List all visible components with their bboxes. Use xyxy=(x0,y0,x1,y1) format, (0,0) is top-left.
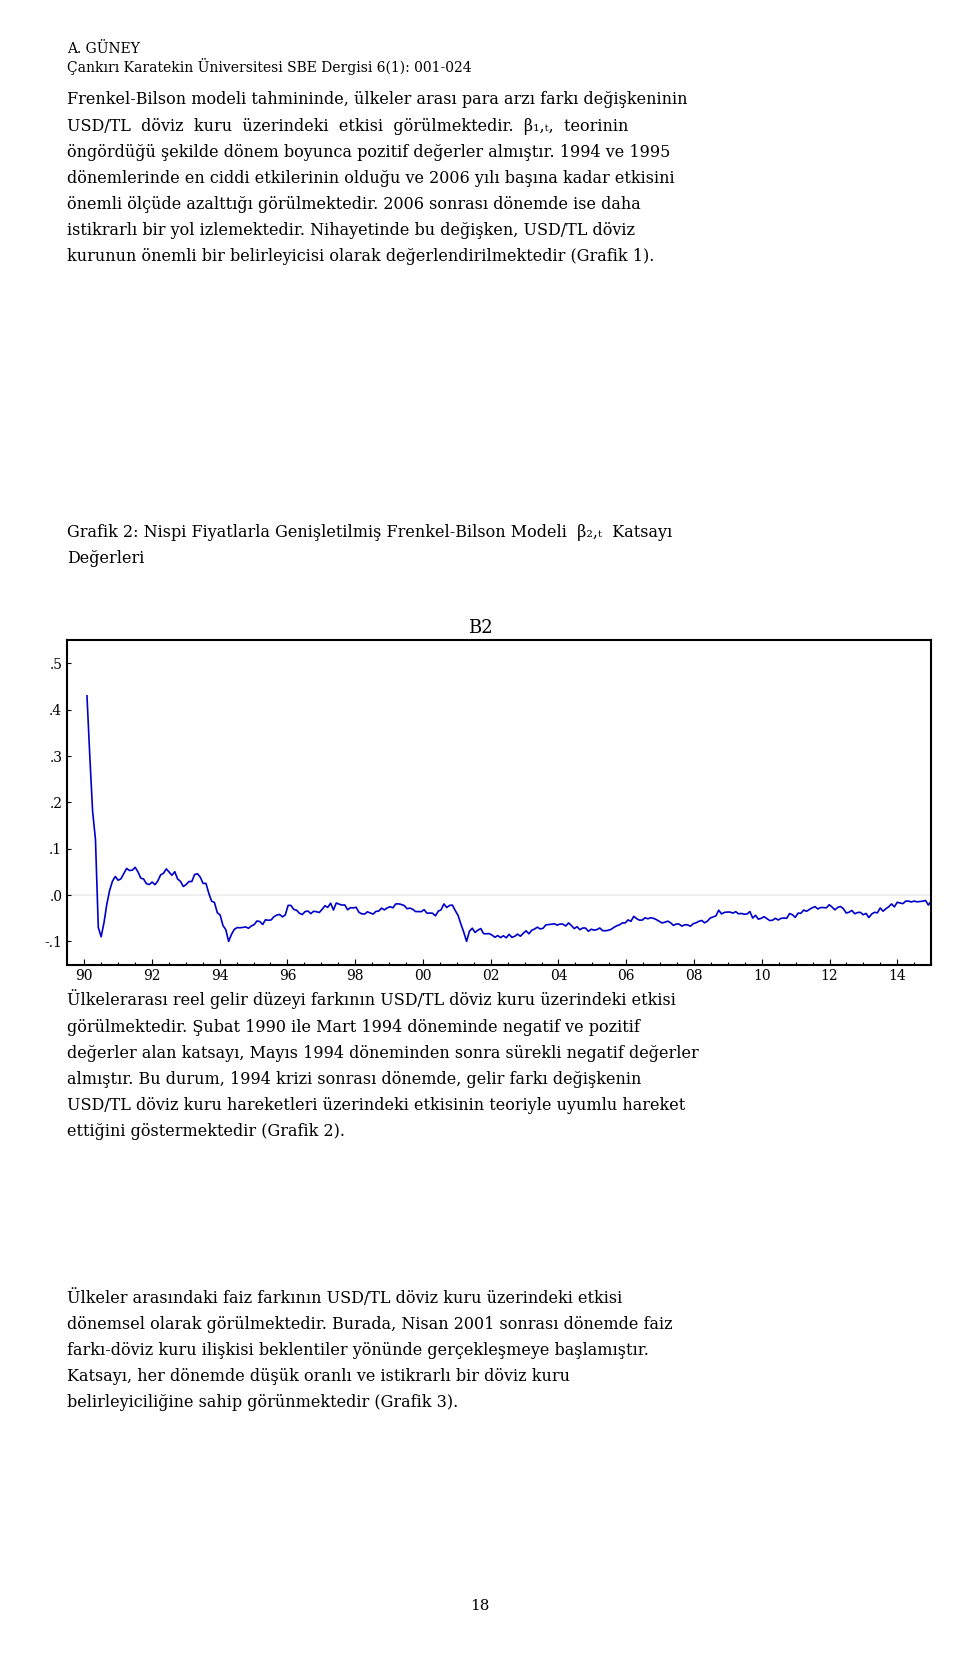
Text: Grafik 2: Nispi Fiyatlarla Genişletilmiş Frenkel-Bilson Modeli  β₂,ₜ  Katsayı
De: Grafik 2: Nispi Fiyatlarla Genişletilmiş… xyxy=(67,524,672,567)
Text: 18: 18 xyxy=(470,1600,490,1613)
Text: Çankırı Karatekin Üniversitesi SBE Dergisi 6(1): 001-024: Çankırı Karatekin Üniversitesi SBE Dergi… xyxy=(67,58,471,75)
Text: Ülkelerarası reel gelir düzeyi farkının USD/TL döviz kuru üzerindeki etkisi
görü: Ülkelerarası reel gelir düzeyi farkının … xyxy=(67,989,699,1139)
Text: A. GÜNEY: A. GÜNEY xyxy=(67,42,140,55)
Text: Frenkel-Bilson modeli tahmininde, ülkeler arası para arzı farkı değişkeninin
USD: Frenkel-Bilson modeli tahmininde, ülkele… xyxy=(67,91,687,264)
Text: Ülkeler arasındaki faiz farkının USD/TL döviz kuru üzerindeki etkisi
dönemsel ol: Ülkeler arasındaki faiz farkının USD/TL … xyxy=(67,1289,673,1412)
Text: B2: B2 xyxy=(468,619,492,637)
